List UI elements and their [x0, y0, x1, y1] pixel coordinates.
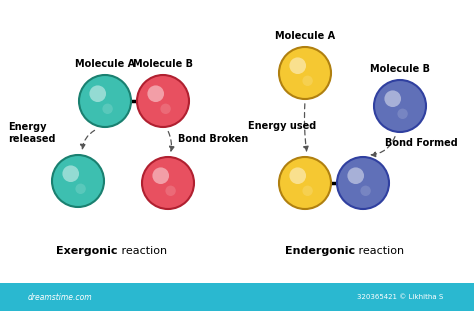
Text: reaction: reaction	[118, 246, 167, 256]
Circle shape	[302, 186, 313, 196]
Text: dreamstime.com: dreamstime.com	[27, 293, 92, 301]
Text: Bond Formed: Bond Formed	[385, 138, 458, 148]
Text: 320365421 © Likhitha S: 320365421 © Likhitha S	[357, 294, 443, 300]
Circle shape	[79, 75, 131, 127]
Circle shape	[153, 167, 169, 184]
Circle shape	[347, 167, 364, 184]
Text: Energy used: Energy used	[248, 121, 316, 131]
Circle shape	[63, 165, 79, 182]
Circle shape	[374, 80, 426, 132]
Circle shape	[102, 104, 113, 114]
Circle shape	[290, 167, 306, 184]
Circle shape	[337, 157, 389, 209]
Circle shape	[75, 183, 86, 194]
Circle shape	[302, 76, 313, 86]
FancyBboxPatch shape	[0, 283, 474, 311]
Text: Endergonic: Endergonic	[285, 246, 355, 256]
Circle shape	[384, 91, 401, 107]
Circle shape	[360, 186, 371, 196]
Circle shape	[279, 47, 331, 99]
Circle shape	[165, 186, 176, 196]
Circle shape	[90, 86, 106, 102]
Circle shape	[52, 155, 104, 207]
Circle shape	[142, 157, 194, 209]
Circle shape	[137, 75, 189, 127]
Circle shape	[147, 86, 164, 102]
Text: Energy
released: Energy released	[8, 122, 55, 144]
Text: Exergonic: Exergonic	[56, 246, 118, 256]
Text: Molecule A: Molecule A	[75, 59, 135, 69]
Text: reaction: reaction	[355, 246, 404, 256]
Text: Molecule B: Molecule B	[133, 59, 193, 69]
Circle shape	[290, 58, 306, 74]
Circle shape	[160, 104, 171, 114]
Circle shape	[279, 157, 331, 209]
Text: Molecule B: Molecule B	[370, 64, 430, 74]
Text: Bond Broken: Bond Broken	[178, 134, 248, 144]
Text: Molecule A: Molecule A	[275, 31, 335, 41]
Circle shape	[397, 109, 408, 119]
